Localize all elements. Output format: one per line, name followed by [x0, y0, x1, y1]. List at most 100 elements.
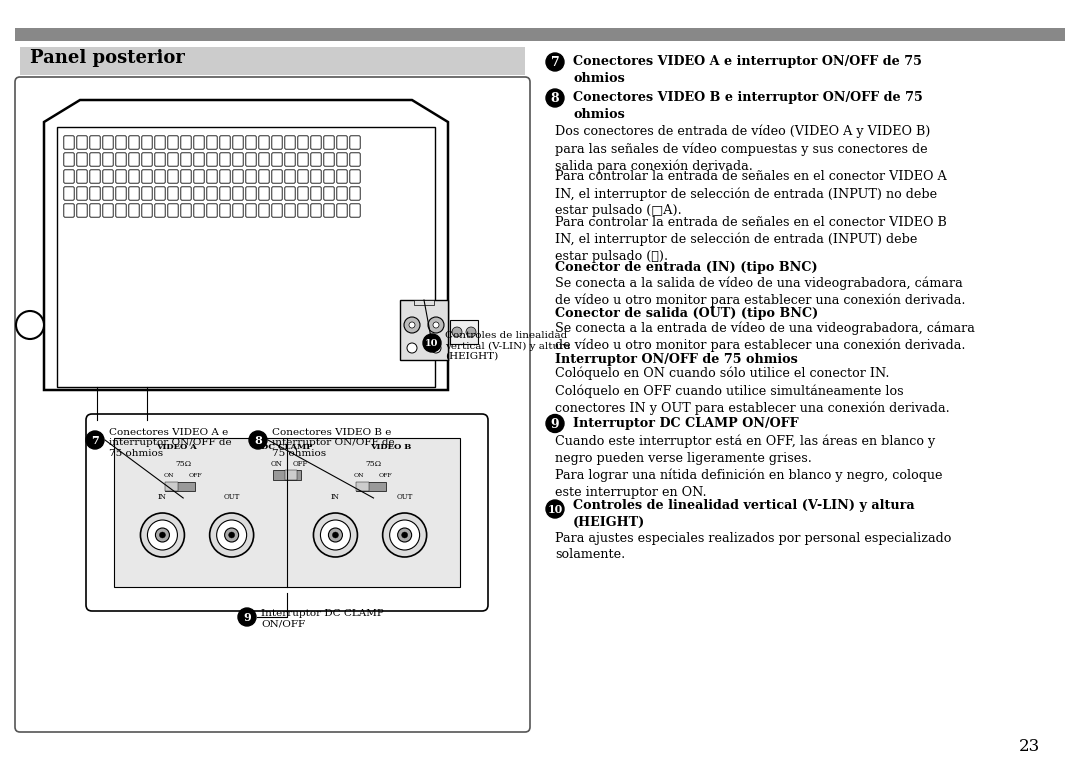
Circle shape	[321, 520, 350, 550]
Text: 10: 10	[426, 339, 438, 348]
FancyBboxPatch shape	[206, 135, 217, 149]
Circle shape	[328, 528, 342, 542]
FancyBboxPatch shape	[272, 135, 282, 149]
FancyBboxPatch shape	[220, 135, 230, 149]
FancyBboxPatch shape	[324, 153, 334, 166]
Text: Conectores VIDEO A e
interruptor ON/OFF de
75 ohmios: Conectores VIDEO A e interruptor ON/OFF …	[109, 428, 231, 458]
Circle shape	[402, 532, 407, 538]
FancyBboxPatch shape	[193, 170, 204, 183]
FancyBboxPatch shape	[206, 186, 217, 200]
FancyBboxPatch shape	[272, 153, 282, 166]
Bar	[165, 482, 178, 491]
FancyBboxPatch shape	[180, 135, 191, 149]
FancyBboxPatch shape	[167, 135, 178, 149]
FancyBboxPatch shape	[311, 186, 321, 200]
Circle shape	[86, 431, 104, 449]
FancyBboxPatch shape	[167, 186, 178, 200]
Text: Cuando este interruptor está en OFF, las áreas en blanco y
negro pueden verse li: Cuando este interruptor está en OFF, las…	[555, 435, 943, 498]
FancyBboxPatch shape	[233, 153, 243, 166]
FancyBboxPatch shape	[259, 170, 269, 183]
FancyBboxPatch shape	[141, 153, 152, 166]
FancyBboxPatch shape	[77, 204, 87, 217]
FancyBboxPatch shape	[90, 204, 100, 217]
Text: Se conecta a la entrada de vídeo de una videograbadora, cámara
de vídeo u otro m: Se conecta a la entrada de vídeo de una …	[555, 321, 975, 352]
Circle shape	[160, 532, 165, 538]
Text: 75Ω: 75Ω	[365, 460, 381, 468]
FancyBboxPatch shape	[272, 204, 282, 217]
Circle shape	[428, 317, 444, 333]
FancyBboxPatch shape	[311, 135, 321, 149]
FancyBboxPatch shape	[246, 204, 256, 217]
Circle shape	[409, 322, 415, 328]
Text: DC CLAMP: DC CLAMP	[261, 443, 313, 451]
Text: 10: 10	[548, 504, 563, 515]
FancyBboxPatch shape	[246, 153, 256, 166]
Bar	[15, 28, 1065, 41]
FancyBboxPatch shape	[350, 170, 361, 183]
Text: VIDEO A: VIDEO A	[156, 443, 197, 451]
Circle shape	[217, 520, 246, 550]
Circle shape	[390, 520, 420, 550]
Text: Interruptor ON/OFF de 75 ohmios: Interruptor ON/OFF de 75 ohmios	[555, 352, 798, 365]
FancyBboxPatch shape	[272, 170, 282, 183]
FancyBboxPatch shape	[337, 135, 347, 149]
FancyBboxPatch shape	[298, 135, 308, 149]
FancyBboxPatch shape	[233, 135, 243, 149]
FancyBboxPatch shape	[246, 135, 256, 149]
FancyBboxPatch shape	[337, 170, 347, 183]
Text: Panel posterior: Panel posterior	[30, 49, 185, 67]
Text: Interruptor DC CLAMP
ON/OFF: Interruptor DC CLAMP ON/OFF	[261, 609, 383, 629]
FancyBboxPatch shape	[154, 135, 165, 149]
Circle shape	[423, 334, 441, 352]
FancyBboxPatch shape	[350, 153, 361, 166]
Text: Para controlar la entrada de señales en el conector VIDEO A
IN, el interruptor d: Para controlar la entrada de señales en …	[555, 170, 947, 217]
Bar	[21, 47, 525, 75]
Text: OFF: OFF	[293, 460, 308, 468]
FancyBboxPatch shape	[77, 186, 87, 200]
Circle shape	[404, 317, 420, 333]
FancyBboxPatch shape	[64, 186, 75, 200]
FancyBboxPatch shape	[220, 170, 230, 183]
Text: 7: 7	[551, 56, 559, 69]
FancyBboxPatch shape	[324, 135, 334, 149]
Circle shape	[546, 53, 564, 71]
Circle shape	[140, 513, 185, 557]
Text: Se conecta a la salida de vídeo de una videograbadora, cámara
de vídeo u otro mo: Se conecta a la salida de vídeo de una v…	[555, 276, 966, 307]
Circle shape	[210, 513, 254, 557]
Circle shape	[229, 532, 234, 538]
Bar	[450, 320, 478, 344]
FancyBboxPatch shape	[180, 170, 191, 183]
FancyBboxPatch shape	[129, 135, 139, 149]
Text: ON: ON	[163, 473, 174, 478]
Circle shape	[382, 513, 427, 557]
FancyBboxPatch shape	[298, 204, 308, 217]
Text: 8: 8	[551, 92, 559, 105]
FancyBboxPatch shape	[298, 170, 308, 183]
Text: OFF: OFF	[188, 473, 202, 478]
Text: 75Ω: 75Ω	[175, 460, 191, 468]
FancyBboxPatch shape	[206, 153, 217, 166]
FancyBboxPatch shape	[64, 135, 75, 149]
Text: OUT: OUT	[224, 493, 240, 501]
FancyBboxPatch shape	[233, 204, 243, 217]
FancyBboxPatch shape	[116, 135, 126, 149]
FancyBboxPatch shape	[259, 204, 269, 217]
FancyBboxPatch shape	[167, 153, 178, 166]
FancyBboxPatch shape	[129, 170, 139, 183]
Bar	[400, 300, 448, 360]
FancyBboxPatch shape	[90, 186, 100, 200]
FancyBboxPatch shape	[90, 170, 100, 183]
FancyBboxPatch shape	[103, 170, 113, 183]
FancyBboxPatch shape	[337, 186, 347, 200]
FancyBboxPatch shape	[64, 153, 75, 166]
FancyBboxPatch shape	[337, 153, 347, 166]
FancyBboxPatch shape	[167, 170, 178, 183]
FancyBboxPatch shape	[180, 153, 191, 166]
Text: Controles de linealidad vertical (V-LIN) y altura
(HEIGHT): Controles de linealidad vertical (V-LIN)…	[573, 499, 915, 528]
FancyBboxPatch shape	[193, 204, 204, 217]
Text: Conectores VIDEO A e interruptor ON/OFF de 75
ohmios: Conectores VIDEO A e interruptor ON/OFF …	[573, 55, 922, 84]
Text: Para ajustes especiales realizados por personal especializado
solamente.: Para ajustes especiales realizados por p…	[555, 532, 951, 562]
Text: Conector de salida (OUT) (tipo BNC): Conector de salida (OUT) (tipo BNC)	[555, 307, 819, 320]
FancyBboxPatch shape	[64, 204, 75, 217]
Circle shape	[453, 327, 462, 337]
